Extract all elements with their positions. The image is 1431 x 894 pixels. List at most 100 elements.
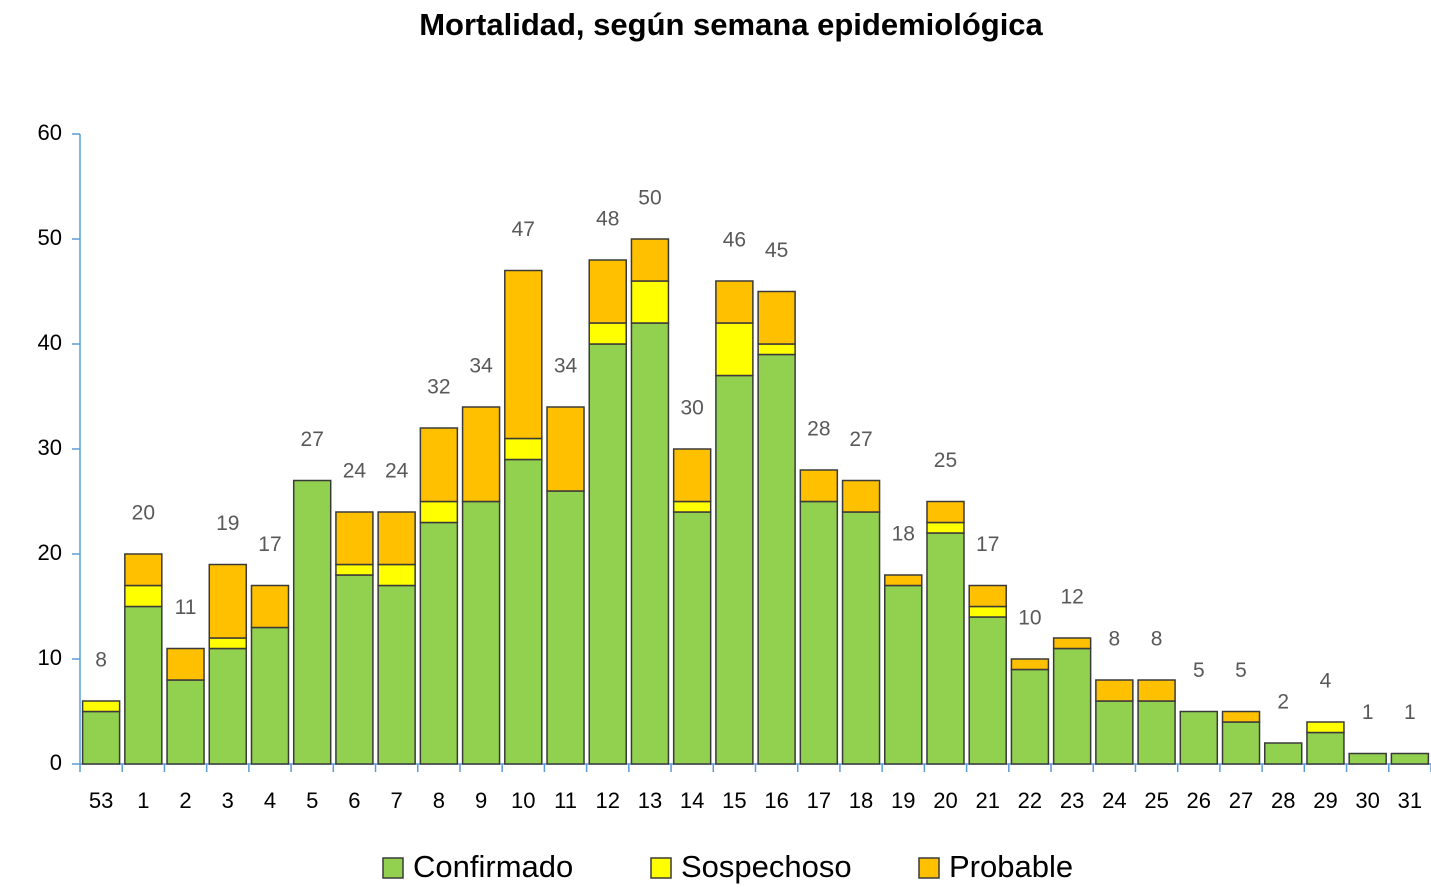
total-label: 17	[258, 533, 281, 556]
bar-segment	[124, 584, 163, 608]
total-label: 27	[301, 428, 324, 451]
x-tick-label: 22	[1018, 788, 1042, 813]
bar-segment	[504, 458, 543, 765]
x-tick-label: 4	[264, 788, 276, 813]
bar-segment	[419, 521, 459, 765]
bar-segment	[335, 511, 374, 566]
total-label: 25	[934, 449, 957, 472]
chart-title: Mortalidad, según semana epidemiológica	[419, 7, 1043, 42]
y-tick-label: 20	[38, 540, 62, 565]
x-tick-label: 28	[1271, 788, 1295, 813]
x-tick-label: 5	[306, 788, 318, 813]
bar-segment	[292, 479, 332, 765]
y-tick-label: 60	[38, 120, 62, 145]
total-label: 18	[892, 523, 915, 546]
x-tick-label: 10	[511, 788, 535, 813]
bar-segment	[588, 259, 627, 324]
bar-segment	[124, 605, 163, 765]
bar-segment	[757, 353, 796, 765]
bar-segment	[968, 584, 1007, 608]
y-tick-label: 10	[38, 645, 62, 670]
bar-segment	[250, 626, 290, 765]
bar-segment	[757, 343, 796, 356]
bar-segment	[841, 511, 881, 765]
y-tick-label: 50	[38, 225, 62, 250]
bar-segment	[630, 322, 670, 765]
bar-segment	[377, 511, 416, 566]
x-tick-label: 18	[849, 788, 873, 813]
total-label: 8	[1151, 628, 1163, 651]
legend-label: Sospechoso	[681, 849, 852, 884]
bar-segment	[1348, 752, 1387, 765]
bar-segment	[250, 584, 290, 629]
bar-segment	[672, 448, 712, 503]
bar-segment	[208, 563, 248, 639]
bar-segment	[1095, 679, 1134, 702]
bar-segment	[715, 322, 754, 377]
total-label: 47	[512, 218, 535, 241]
bar-segment	[1052, 647, 1092, 765]
total-label: 17	[976, 533, 999, 556]
bar-segment	[1306, 731, 1345, 765]
bar-segment	[926, 521, 965, 534]
bar-segment	[504, 269, 543, 440]
total-label: 2	[1277, 691, 1289, 714]
bar-segment	[1390, 752, 1430, 765]
x-tick-label: 1	[137, 788, 149, 813]
legend-swatch	[918, 857, 940, 879]
bar-segment	[335, 574, 374, 765]
bar-segment	[884, 584, 923, 765]
total-label: 45	[765, 239, 788, 262]
bar-segment	[1137, 679, 1176, 702]
total-label: 5	[1235, 659, 1247, 682]
x-tick-label: 11	[554, 788, 577, 813]
bar-segment	[1095, 700, 1134, 765]
x-tick-label: 30	[1355, 788, 1379, 813]
x-tick-label: 16	[764, 788, 788, 813]
total-label: 19	[216, 512, 239, 535]
bar-segment	[672, 511, 712, 765]
total-label: 27	[849, 428, 872, 451]
bar-segment	[884, 574, 923, 587]
total-label: 24	[385, 460, 409, 483]
bar-segment	[546, 490, 585, 765]
x-tick-label: 9	[475, 788, 487, 813]
bar-segment	[1052, 637, 1092, 650]
bar-segment	[968, 605, 1007, 618]
total-label: 24	[343, 460, 367, 483]
total-label: 5	[1193, 659, 1205, 682]
bar-segment	[799, 469, 839, 503]
total-label: 48	[596, 208, 619, 231]
bar-segment	[799, 500, 839, 765]
total-label: 10	[1018, 607, 1041, 630]
bar-segment	[926, 500, 965, 524]
bar-segment	[1263, 742, 1303, 765]
y-tick-label: 0	[50, 750, 62, 775]
bar-segment	[166, 647, 205, 681]
x-tick-label: 23	[1060, 788, 1084, 813]
x-tick-label: 13	[638, 788, 662, 813]
x-tick-label: 12	[595, 788, 619, 813]
bar-segment	[841, 479, 881, 513]
x-tick-label: 3	[222, 788, 234, 813]
bar-segment	[630, 238, 670, 282]
x-tick-label: 6	[348, 788, 360, 813]
x-tick-label: 17	[807, 788, 831, 813]
legend-label: Confirmado	[413, 849, 573, 884]
x-tick-label: 14	[680, 788, 704, 813]
total-label: 1	[1404, 701, 1416, 724]
bar-segment	[926, 532, 965, 765]
y-tick-label: 40	[38, 330, 62, 355]
bar-segment	[757, 290, 796, 345]
bar-segment	[461, 500, 501, 765]
bar-segment	[335, 563, 374, 576]
bar-segment	[419, 500, 459, 524]
total-label: 50	[638, 187, 661, 210]
bar-segment	[715, 374, 754, 765]
x-tick-label: 29	[1313, 788, 1337, 813]
total-label: 8	[95, 649, 107, 672]
total-label: 11	[175, 596, 197, 619]
legend-label: Probable	[949, 849, 1073, 884]
x-tick-label: 24	[1102, 788, 1126, 813]
